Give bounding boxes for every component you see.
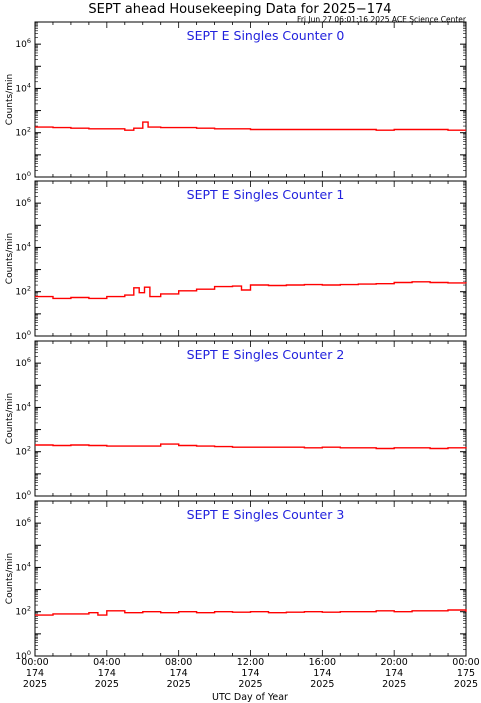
- x-tick-time: 20:00: [380, 657, 407, 668]
- y-tick-base: 10: [15, 84, 27, 94]
- y-tick-exp: 2: [27, 285, 31, 293]
- x-tick-doy: 174: [241, 668, 259, 679]
- y-tick-base: 10: [15, 519, 27, 529]
- x-tick-time: 04:00: [93, 657, 120, 668]
- y-tick-label: 100: [15, 649, 31, 662]
- panel-title: SEPT E Singles Counter 0: [187, 28, 345, 43]
- x-tick-year: 2025: [95, 679, 119, 690]
- y-tick-exp: 6: [27, 196, 31, 204]
- x-tick-year: 2025: [23, 679, 47, 690]
- y-tick-exp: 4: [27, 81, 31, 89]
- y-tick-base: 10: [15, 129, 27, 139]
- x-axis: 00:00174202504:00174202508:00174202512:0…: [21, 657, 479, 690]
- y-tick-label: 104: [15, 81, 31, 94]
- x-axis-label: UTC Day of Year: [212, 692, 288, 703]
- x-tick-year: 2025: [382, 679, 406, 690]
- y-axis-label: Counts/min: [5, 233, 15, 284]
- y-tick-base: 10: [15, 40, 27, 50]
- x-tick-doy: 174: [98, 668, 116, 679]
- y-tick-exp: 0: [27, 329, 31, 337]
- timestamp: Fri Jun 27 06:01:16 2025 ACE Science Cen…: [297, 15, 467, 24]
- y-tick-label: 106: [15, 37, 31, 50]
- x-tick-year: 2025: [454, 679, 478, 690]
- y-tick-exp: 2: [27, 445, 31, 453]
- y-axis-label: Counts/min: [5, 553, 15, 604]
- x-tick-time: 00:00: [21, 657, 48, 668]
- y-tick-label: 106: [15, 516, 31, 529]
- y-tick-label: 102: [15, 285, 31, 298]
- x-tick-year: 2025: [310, 679, 334, 690]
- y-tick-label: 102: [15, 445, 31, 458]
- panel-title: SEPT E Singles Counter 3: [187, 507, 345, 522]
- y-tick-exp: 0: [27, 649, 31, 657]
- y-tick-exp: 2: [27, 605, 31, 613]
- series-line-0: [35, 609, 467, 616]
- x-tick-doy: 174: [26, 668, 44, 679]
- y-tick-exp: 0: [27, 489, 31, 497]
- figure-title: SEPT ahead Housekeeping Data for 2025−17…: [88, 2, 391, 17]
- y-tick-base: 10: [15, 243, 27, 253]
- plot-frame: [34, 340, 467, 497]
- y-tick-base: 10: [15, 288, 27, 298]
- y-tick-base: 10: [15, 563, 27, 573]
- y-tick-base: 10: [15, 199, 27, 209]
- x-tick-doy: 175: [457, 668, 475, 679]
- y-tick-exp: 4: [27, 400, 31, 408]
- y-tick-base: 10: [15, 608, 27, 618]
- y-tick-label: 100: [15, 170, 31, 183]
- y-tick-exp: 2: [27, 126, 31, 134]
- series-line-0: [35, 443, 467, 450]
- y-tick-label: 102: [15, 126, 31, 139]
- y-tick-base: 10: [15, 359, 27, 369]
- plot-frame: [34, 500, 467, 657]
- x-tick-doy: 174: [385, 668, 403, 679]
- x-tick-time: 16:00: [309, 657, 336, 668]
- y-tick-exp: 4: [27, 560, 31, 568]
- x-tick-time: 00:00: [452, 657, 479, 668]
- y-tick-exp: 4: [27, 240, 31, 248]
- y-tick-base: 10: [15, 652, 27, 662]
- plot-frame: [34, 21, 467, 178]
- y-axis-label: Counts/min: [5, 74, 15, 125]
- y-tick-label: 106: [15, 356, 31, 369]
- y-tick-exp: 6: [27, 37, 31, 45]
- y-tick-exp: 6: [27, 516, 31, 524]
- x-tick-time: 12:00: [237, 657, 264, 668]
- y-tick-base: 10: [15, 173, 27, 183]
- y-tick-label: 104: [15, 240, 31, 253]
- x-tick-doy: 174: [313, 668, 331, 679]
- series-line-0: [35, 281, 467, 300]
- y-tick-label: 100: [15, 489, 31, 502]
- y-tick-base: 10: [15, 332, 27, 342]
- series-line-0: [35, 121, 466, 131]
- panel-title: SEPT E Singles Counter 2: [187, 347, 345, 362]
- y-tick-exp: 0: [27, 170, 31, 178]
- x-tick-time: 08:00: [165, 657, 192, 668]
- y-tick-label: 104: [15, 400, 31, 413]
- x-tick-year: 2025: [238, 679, 262, 690]
- y-tick-label: 104: [15, 560, 31, 573]
- x-tick-doy: 174: [170, 668, 188, 679]
- y-tick-base: 10: [15, 403, 27, 413]
- y-tick-exp: 6: [27, 356, 31, 364]
- panel-title: SEPT E Singles Counter 1: [187, 187, 345, 202]
- plot-frame: [34, 180, 467, 337]
- y-tick-base: 10: [15, 448, 27, 458]
- y-axis-label: Counts/min: [5, 393, 15, 444]
- y-tick-base: 10: [15, 492, 27, 502]
- y-tick-label: 102: [15, 605, 31, 618]
- y-tick-label: 100: [15, 329, 31, 342]
- y-tick-label: 106: [15, 196, 31, 209]
- x-tick-year: 2025: [167, 679, 191, 690]
